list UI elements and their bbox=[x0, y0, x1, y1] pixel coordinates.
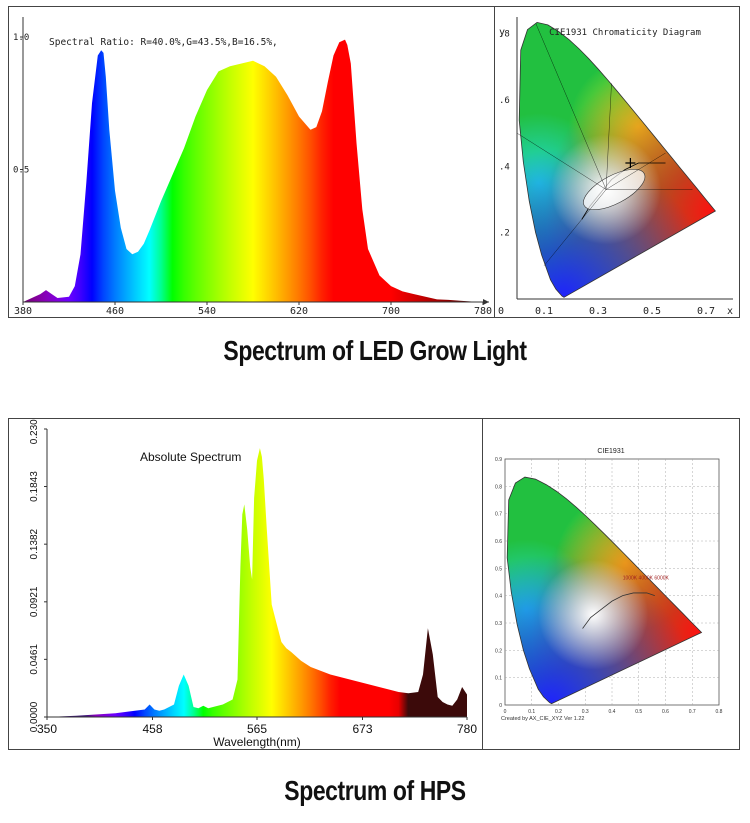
y-tick-label: 0.8 bbox=[495, 484, 502, 490]
cie-top-panel: 0 0.1 0.3 0.5 0.7 .8 .6 .4 .2 y x CIE1931 Chromatic… bbox=[494, 6, 740, 318]
chromaticity-gamut bbox=[519, 22, 716, 298]
led-spectrum-area bbox=[23, 39, 483, 302]
y-tick-label: 0.2 bbox=[495, 648, 502, 654]
x-tick-label: 0.7 bbox=[689, 709, 696, 715]
planckian-locus bbox=[582, 592, 655, 629]
spectral-locus bbox=[518, 21, 716, 298]
x-tick-label: 0 bbox=[498, 306, 504, 317]
x-tick-label: 458 bbox=[142, 722, 162, 736]
x-tick-label: 620 bbox=[290, 306, 308, 317]
x-tick-label: 700 bbox=[382, 306, 400, 317]
y-tick-label: .6 bbox=[499, 96, 510, 106]
cie-top-chart: 0 0.1 0.3 0.5 0.7 .8 .6 .4 .2 y x CIE1931 Chromatic… bbox=[498, 17, 733, 317]
led-spectrum-chart: 380 460 540 620 700 780 1.0 0.5 Spectral Ratio: … bbox=[13, 17, 492, 317]
y-axis-label: y bbox=[499, 27, 505, 38]
led-spectrum-panel: 380 460 540 620 700 780 1.0 0.5 Spectral Ratio: … bbox=[8, 6, 496, 318]
y-tick-label: 0.7 bbox=[495, 512, 502, 518]
region-boundary bbox=[516, 132, 607, 190]
x-tick-label: 0.7 bbox=[697, 306, 715, 317]
y-tick-label: 0 bbox=[499, 703, 502, 709]
region-boundary bbox=[535, 23, 607, 190]
y-tick-label: 0.1843 bbox=[29, 471, 40, 502]
y-tick-label: 0.5 bbox=[495, 566, 502, 572]
y-tick-label: 0.4 bbox=[495, 594, 502, 600]
x-tick-label: 780 bbox=[474, 306, 492, 317]
x-tick-label: 565 bbox=[247, 722, 267, 736]
x-tick-label: 0.3 bbox=[589, 306, 607, 317]
cie-top-title: CIE1931 Chromaticity Diagram bbox=[549, 28, 701, 38]
x-axis-label: Wavelength(nm) bbox=[213, 735, 301, 749]
cie-bottom-panel: 1000K 4000K 6000K 0 0.1 0.2 0.3 0.4 0.5 0.6 0.7 0… bbox=[482, 418, 740, 750]
y-tick-label: 0.1 bbox=[495, 676, 502, 682]
x-tick-label: 0.6 bbox=[662, 709, 669, 715]
x-tick-label: 0.4 bbox=[609, 709, 616, 715]
x-tick-label: 0 bbox=[504, 709, 507, 715]
x-tick-label: 350 bbox=[37, 722, 57, 736]
y-tick-label: 1.0 bbox=[13, 33, 29, 43]
y-tick-label: 0.0000 bbox=[29, 701, 40, 732]
hps-caption: Spectrum of HPS bbox=[284, 775, 466, 806]
x-tick-label: 0.1 bbox=[535, 306, 553, 317]
y-tick-label: 0.3 bbox=[495, 621, 502, 627]
cie-bottom-title: CIE1931 bbox=[597, 448, 624, 455]
hps-spectrum-chart: 350 458 565 673 780 0.0000 0.0461 0.0921 0.1382 0… bbox=[29, 419, 477, 749]
y-tick-label: 0.9 bbox=[495, 457, 502, 463]
y-tick-label: 0.1382 bbox=[29, 528, 40, 559]
hps-title: Absolute Spectrum bbox=[140, 450, 241, 464]
cie-bottom-chart: 1000K 4000K 6000K 0 0.1 0.2 0.3 0.4 0.5 0.6 0.7 0… bbox=[495, 448, 723, 722]
y-tick-label: 0.5 bbox=[13, 166, 29, 176]
x-tick-label: 0.8 bbox=[716, 709, 723, 715]
spectral-locus bbox=[506, 476, 703, 705]
x-tick-label: 0.5 bbox=[635, 709, 642, 715]
x-tick-label: 780 bbox=[457, 722, 477, 736]
hps-spectrum-area bbox=[47, 448, 467, 717]
x-tick-label: 0.2 bbox=[555, 709, 562, 715]
x-axis-label: x bbox=[727, 306, 733, 317]
y-tick-label: .2 bbox=[499, 229, 510, 239]
cct-annotation: 1000K 4000K 6000K bbox=[623, 575, 670, 581]
region-boundary bbox=[543, 189, 607, 266]
cie-footer: Created by AX_CIE_XYZ Ver 1.22 bbox=[501, 716, 584, 722]
y-tick-label: 0.0461 bbox=[29, 644, 40, 675]
region-boundary bbox=[605, 152, 666, 190]
led-caption: Spectrum of LED Grow Light bbox=[223, 335, 527, 366]
x-tick-label: 540 bbox=[198, 306, 216, 317]
y-tick-label: .4 bbox=[499, 162, 510, 172]
x-tick-label: 380 bbox=[14, 306, 32, 317]
x-tick-label: 0.1 bbox=[528, 709, 535, 715]
x-axis-arrow bbox=[483, 299, 489, 305]
y-tick-label: 0.0921 bbox=[29, 586, 40, 617]
led-title: Spectral Ratio: R=40.0%,G=43.5%,B=16.5%, bbox=[49, 37, 278, 48]
x-tick-label: 0.5 bbox=[643, 306, 661, 317]
chromaticity-point bbox=[625, 157, 636, 168]
y-tick-label: 0.6 bbox=[495, 539, 502, 545]
x-tick-label: 460 bbox=[106, 306, 124, 317]
hps-spectrum-panel: 350 458 565 673 780 0.0000 0.0461 0.0921 0.1382 0… bbox=[8, 418, 484, 750]
y-tick-label: 0.2303 bbox=[29, 419, 40, 444]
y-tick-label: .8 bbox=[499, 30, 510, 40]
region-boundary bbox=[605, 83, 612, 190]
x-tick-label: 673 bbox=[352, 722, 372, 736]
x-tick-label: 0.3 bbox=[582, 709, 589, 715]
